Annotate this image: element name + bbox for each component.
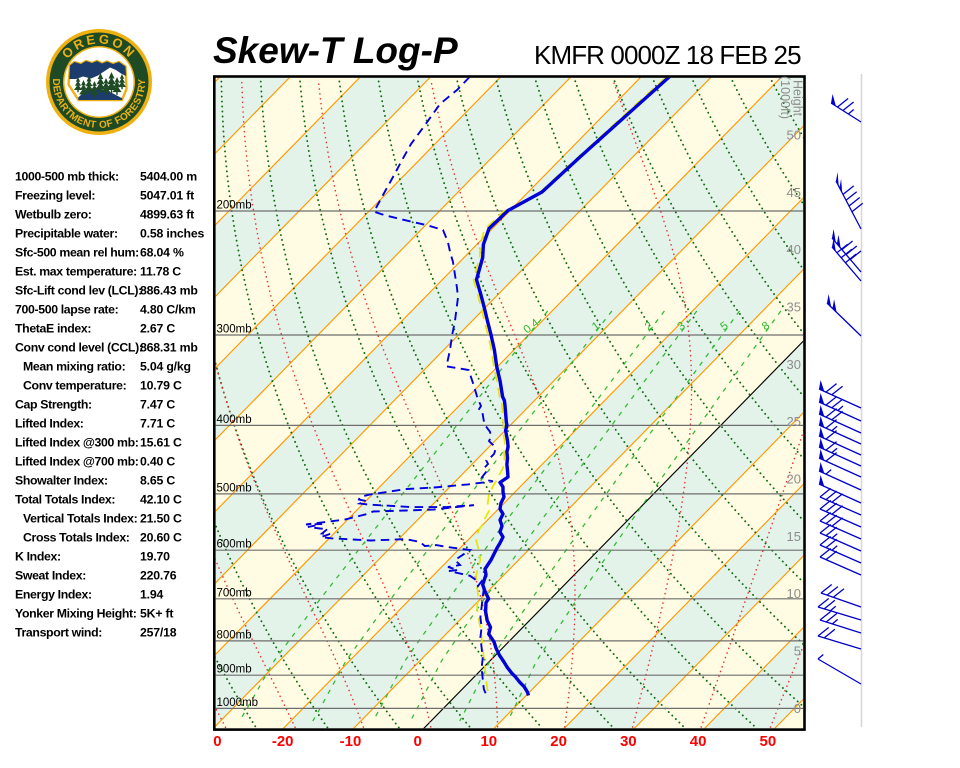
svg-text:Mean mixing ratio:: Mean mixing ratio: <box>23 360 125 374</box>
svg-text:Conv cond level (CCL):: Conv cond level (CCL): <box>15 341 143 355</box>
svg-text:5047.01 ft: 5047.01 ft <box>140 189 194 203</box>
svg-text:Cross Totals Index:: Cross Totals Index: <box>23 531 130 545</box>
svg-text:19.70: 19.70 <box>140 550 170 564</box>
svg-text:5K+ ft: 5K+ ft <box>140 607 173 621</box>
svg-text:Lifted Index @700 mb:: Lifted Index @700 mb: <box>15 455 139 469</box>
svg-text:10.79 C: 10.79 C <box>140 379 182 393</box>
svg-text:50: 50 <box>760 733 777 750</box>
svg-text:0: 0 <box>213 733 221 750</box>
svg-text:21.50 C: 21.50 C <box>140 512 182 526</box>
svg-text:Sweat Index:: Sweat Index: <box>15 569 86 583</box>
svg-text:600mb: 600mb <box>217 539 252 551</box>
svg-text:Freezing level:: Freezing level: <box>15 189 95 203</box>
svg-text:50: 50 <box>787 127 801 142</box>
svg-text:7.47 C: 7.47 C <box>140 398 175 412</box>
svg-text:35: 35 <box>787 299 801 314</box>
svg-text:20.60 C: 20.60 C <box>140 531 182 545</box>
svg-text:4899.63 ft: 4899.63 ft <box>140 208 194 222</box>
svg-text:K Index:: K Index: <box>15 550 61 564</box>
svg-text:Showalter Index:: Showalter Index: <box>15 474 108 488</box>
svg-text:900mb: 900mb <box>217 664 252 676</box>
svg-text:5404.00 m: 5404.00 m <box>140 170 197 184</box>
svg-text:-10: -10 <box>340 733 362 750</box>
svg-text:Vertical Totals Index:: Vertical Totals Index: <box>23 512 137 526</box>
svg-text:Height: Height <box>791 80 805 117</box>
svg-text:1000-500 mb thick:: 1000-500 mb thick: <box>15 170 119 184</box>
svg-text:Total Totals Index:: Total Totals Index: <box>15 493 115 507</box>
svg-text:20: 20 <box>787 472 801 487</box>
svg-text:Lifted Index @300 mb:: Lifted Index @300 mb: <box>15 436 139 450</box>
svg-text:7.71 C: 7.71 C <box>140 417 175 431</box>
svg-text:2.67 C: 2.67 C <box>140 322 175 336</box>
svg-text:Energy Index:: Energy Index: <box>15 588 92 602</box>
svg-text:Skew-T Log-P: Skew-T Log-P <box>213 30 458 71</box>
svg-text:30: 30 <box>620 733 637 750</box>
svg-text:200mb: 200mb <box>217 200 252 212</box>
svg-text:68.04 %: 68.04 % <box>140 246 184 260</box>
svg-text:15: 15 <box>787 529 801 544</box>
svg-text:0: 0 <box>794 701 801 716</box>
svg-text:220.76: 220.76 <box>140 569 177 583</box>
svg-text:800mb: 800mb <box>217 629 252 641</box>
svg-text:Conv temperature:: Conv temperature: <box>23 379 126 393</box>
svg-text:20: 20 <box>550 733 567 750</box>
svg-text:886.43 mb: 886.43 mb <box>140 284 198 298</box>
svg-text:700-500 lapse rate:: 700-500 lapse rate: <box>15 303 118 317</box>
svg-text:Sfc-Lift cond lev (LCL):: Sfc-Lift cond lev (LCL): <box>15 284 142 298</box>
svg-text:Wetbulb zero:: Wetbulb zero: <box>15 208 92 222</box>
svg-text:15.61 C: 15.61 C <box>140 436 182 450</box>
svg-text:500mb: 500mb <box>217 482 252 494</box>
svg-text:Cap Strength:: Cap Strength: <box>15 398 92 412</box>
svg-text:10: 10 <box>480 733 497 750</box>
svg-text:700mb: 700mb <box>217 587 252 599</box>
svg-text:868.31 mb: 868.31 mb <box>140 341 198 355</box>
svg-text:400mb: 400mb <box>217 414 252 426</box>
svg-text:11.78 C: 11.78 C <box>140 265 181 279</box>
svg-text:KMFR 0000Z 18 FEB 25: KMFR 0000Z 18 FEB 25 <box>534 40 801 70</box>
svg-text:30: 30 <box>787 357 801 372</box>
svg-text:Sfc-500 mean rel hum:: Sfc-500 mean rel hum: <box>15 246 139 260</box>
svg-text:8.65 C: 8.65 C <box>140 474 175 488</box>
svg-text:257/18: 257/18 <box>140 626 177 640</box>
svg-text:10: 10 <box>787 586 801 601</box>
svg-text:40: 40 <box>787 242 801 257</box>
svg-text:Lifted Index:: Lifted Index: <box>15 417 84 431</box>
svg-text:-20: -20 <box>272 733 294 750</box>
svg-text:42.10 C: 42.10 C <box>140 493 182 507</box>
svg-text:0: 0 <box>414 733 422 750</box>
svg-text:Precipitable water:: Precipitable water: <box>15 227 118 241</box>
svg-text:Transport wind:: Transport wind: <box>15 626 102 640</box>
svg-text:(1000ft): (1000ft) <box>778 76 792 119</box>
svg-text:1000mb: 1000mb <box>217 697 259 709</box>
svg-text:300mb: 300mb <box>217 324 252 336</box>
svg-text:4.80 C/km: 4.80 C/km <box>140 303 196 317</box>
svg-text:5: 5 <box>794 644 801 659</box>
svg-text:1.94: 1.94 <box>140 588 163 602</box>
svg-text:0.40 C: 0.40 C <box>140 455 175 469</box>
svg-text:5.04 g/kg: 5.04 g/kg <box>140 360 191 374</box>
svg-text:0.58 inches: 0.58 inches <box>140 227 204 241</box>
svg-text:Est. max temperature:: Est. max temperature: <box>15 265 137 279</box>
svg-text:45: 45 <box>787 185 801 200</box>
svg-text:Yonker Mixing Height:: Yonker Mixing Height: <box>15 607 137 621</box>
svg-text:ThetaE index:: ThetaE index: <box>15 322 91 336</box>
svg-text:25: 25 <box>787 414 801 429</box>
svg-text:40: 40 <box>690 733 707 750</box>
